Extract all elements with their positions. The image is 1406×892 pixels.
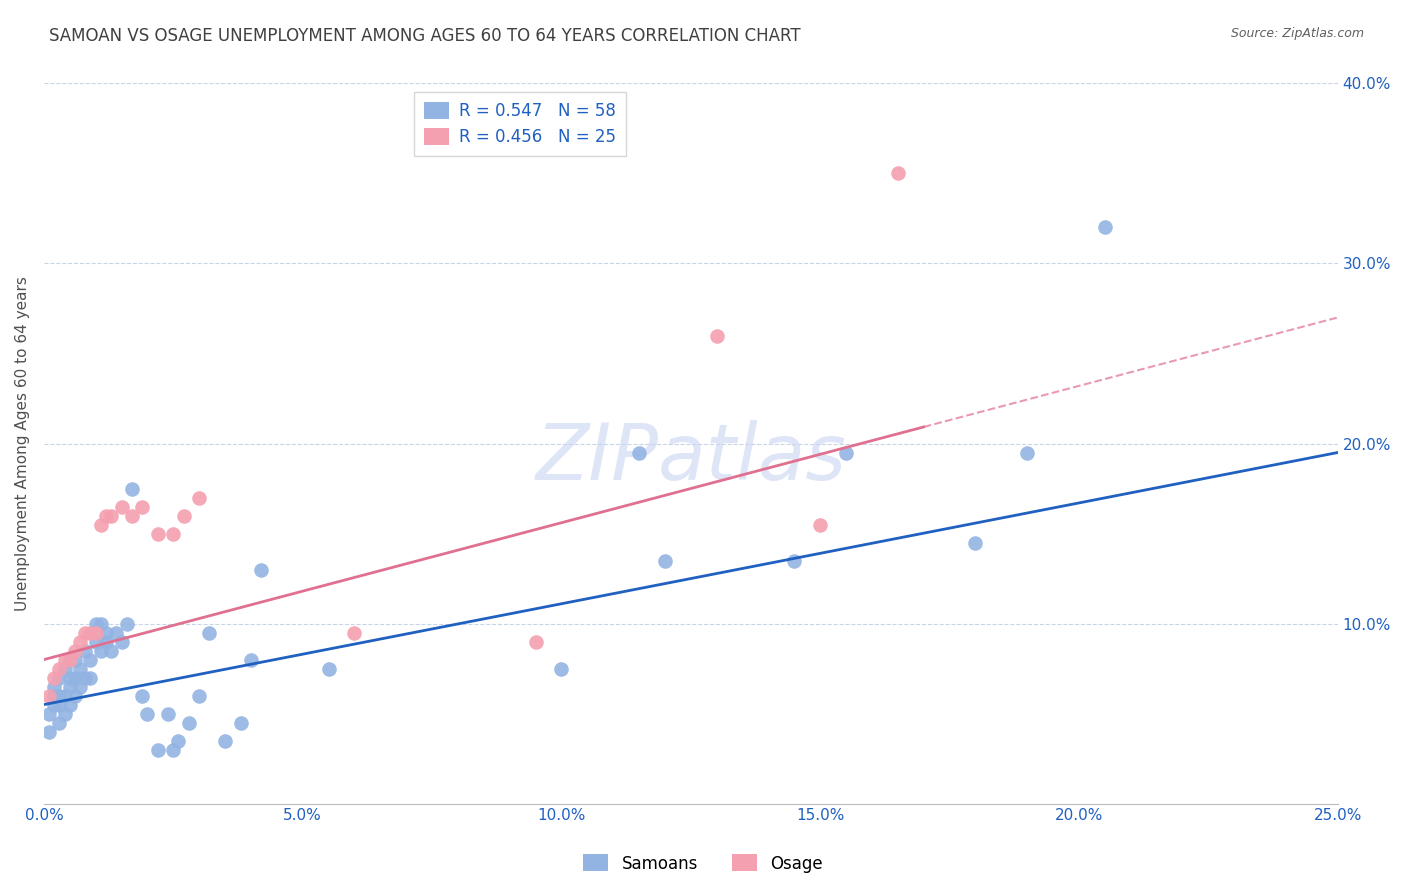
Point — [100, 508, 122, 523]
Point — [44, 671, 66, 685]
Point — [48, 689, 70, 703]
Legend: Samoans, Osage: Samoans, Osage — [576, 847, 830, 880]
Point — [783, 553, 806, 567]
Point — [706, 328, 728, 343]
Point — [250, 563, 273, 577]
Point — [94, 634, 117, 648]
Point — [162, 742, 184, 756]
Point — [94, 508, 117, 523]
Point — [115, 616, 138, 631]
Point — [48, 715, 70, 730]
Point — [229, 715, 252, 730]
Point — [48, 698, 70, 712]
Point — [48, 671, 70, 685]
Point — [44, 680, 66, 694]
Point — [121, 508, 143, 523]
Point — [100, 643, 122, 657]
Point — [75, 625, 97, 640]
Point — [835, 445, 858, 459]
Point — [887, 166, 910, 180]
Point — [69, 662, 91, 676]
Point — [198, 625, 221, 640]
Point — [965, 535, 987, 549]
Point — [59, 652, 82, 666]
Point — [59, 698, 82, 712]
Point — [654, 553, 676, 567]
Point — [318, 662, 340, 676]
Point — [1017, 445, 1039, 459]
Point — [69, 634, 91, 648]
Point — [48, 662, 70, 676]
Point — [188, 491, 211, 505]
Point — [627, 445, 650, 459]
Point — [162, 526, 184, 541]
Point — [136, 706, 159, 721]
Point — [63, 652, 86, 666]
Point — [110, 500, 132, 514]
Point — [63, 643, 86, 657]
Point — [524, 634, 547, 648]
Point — [59, 671, 82, 685]
Point — [157, 706, 180, 721]
Point — [79, 671, 101, 685]
Point — [343, 625, 366, 640]
Point — [131, 689, 153, 703]
Point — [79, 652, 101, 666]
Text: ZIPatlas: ZIPatlas — [536, 420, 846, 496]
Point — [1094, 220, 1116, 235]
Point — [53, 706, 76, 721]
Point — [38, 689, 60, 703]
Point — [53, 662, 76, 676]
Point — [94, 625, 117, 640]
Point — [84, 625, 107, 640]
Point — [105, 625, 128, 640]
Point — [146, 526, 169, 541]
Point — [84, 616, 107, 631]
Text: SAMOAN VS OSAGE UNEMPLOYMENT AMONG AGES 60 TO 64 YEARS CORRELATION CHART: SAMOAN VS OSAGE UNEMPLOYMENT AMONG AGES … — [49, 27, 801, 45]
Point — [53, 652, 76, 666]
Point — [38, 724, 60, 739]
Point — [79, 625, 101, 640]
Point — [69, 680, 91, 694]
Point — [63, 689, 86, 703]
Point — [75, 643, 97, 657]
Point — [214, 733, 236, 747]
Point — [38, 706, 60, 721]
Point — [44, 698, 66, 712]
Point — [90, 517, 112, 532]
Point — [90, 616, 112, 631]
Point — [59, 680, 82, 694]
Point — [239, 652, 262, 666]
Point — [110, 634, 132, 648]
Point — [75, 671, 97, 685]
Y-axis label: Unemployment Among Ages 60 to 64 years: Unemployment Among Ages 60 to 64 years — [15, 277, 30, 611]
Point — [90, 643, 112, 657]
Point — [167, 733, 190, 747]
Point — [59, 652, 82, 666]
Text: Source: ZipAtlas.com: Source: ZipAtlas.com — [1230, 27, 1364, 40]
Point — [53, 689, 76, 703]
Point — [550, 662, 572, 676]
Point — [146, 742, 169, 756]
Point — [177, 715, 200, 730]
Point — [44, 689, 66, 703]
Point — [188, 689, 211, 703]
Point — [173, 508, 195, 523]
Point — [121, 482, 143, 496]
Legend: R = 0.547   N = 58, R = 0.456   N = 25: R = 0.547 N = 58, R = 0.456 N = 25 — [415, 92, 627, 156]
Point — [131, 500, 153, 514]
Point — [808, 517, 831, 532]
Point — [63, 671, 86, 685]
Point — [84, 634, 107, 648]
